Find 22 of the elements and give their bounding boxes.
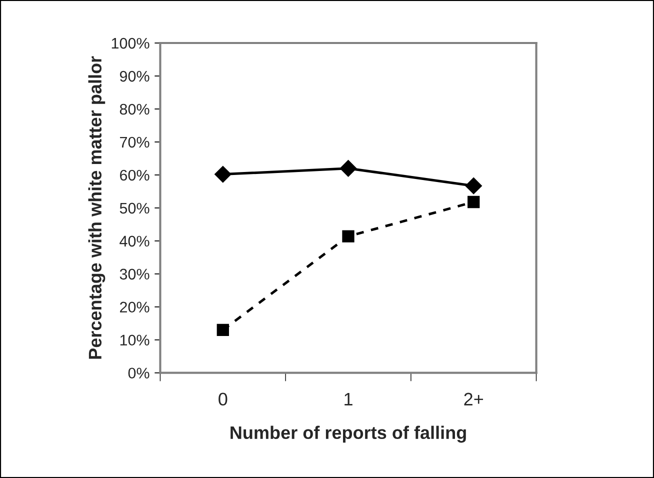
y-tick-label: 30% bbox=[120, 268, 150, 280]
x-tick-label: 2+ bbox=[464, 392, 484, 406]
y-tick-label: 50% bbox=[120, 202, 150, 214]
x-axis-title: Number of reports of falling bbox=[230, 426, 466, 443]
point bbox=[216, 324, 229, 336]
y-tick-label: 90% bbox=[120, 70, 150, 82]
point bbox=[340, 160, 357, 177]
y-tick-label: 40% bbox=[120, 236, 150, 247]
x-tick-label: 0 bbox=[218, 392, 228, 406]
y-tick-label: 70% bbox=[120, 136, 150, 148]
y-tick-label: 100% bbox=[112, 38, 150, 49]
x-tick-label: 1 bbox=[344, 392, 352, 406]
point bbox=[214, 166, 232, 183]
y-tick-label: 10% bbox=[120, 334, 150, 346]
y-tick-label: 0% bbox=[128, 368, 150, 379]
y-tick-label: 60% bbox=[120, 170, 150, 181]
y-axis-title: Percentage with white matter pallor bbox=[88, 56, 106, 359]
point bbox=[342, 230, 354, 242]
y-tick-label: 20% bbox=[120, 302, 150, 313]
point bbox=[468, 196, 480, 208]
point bbox=[465, 177, 482, 194]
y-tick-label: 80% bbox=[120, 104, 150, 115]
